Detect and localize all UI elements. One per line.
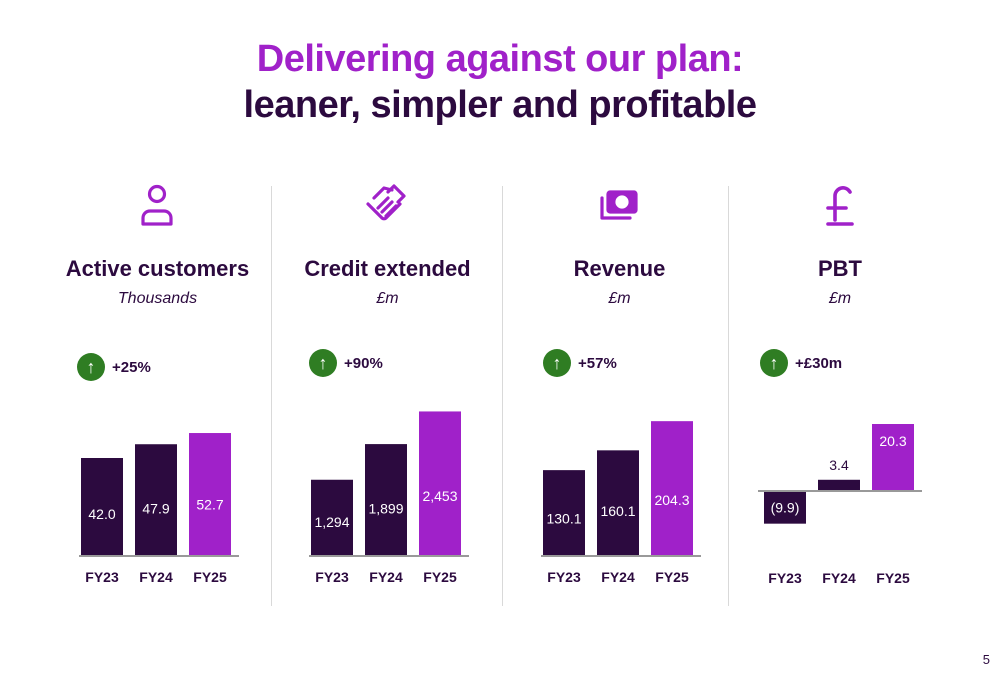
up-arrow-icon: ↑ bbox=[760, 349, 788, 377]
bar-chart: 1,294 FY23 1,899 FY24 2,453 FY25 bbox=[309, 411, 469, 585]
bar-fy24 bbox=[818, 479, 860, 491]
bar-fy25 bbox=[419, 411, 461, 556]
panel-revenue: Revenue £m ↑ +57% 130.1 FY23 160.1 FY24 204.… bbox=[517, 180, 722, 600]
category-label: FY25 bbox=[193, 569, 227, 585]
category-label: FY24 bbox=[369, 569, 403, 585]
data-label: 1,899 bbox=[368, 500, 403, 516]
divider bbox=[271, 186, 272, 606]
category-label: FY25 bbox=[876, 570, 910, 586]
bar-fy23 bbox=[764, 491, 806, 524]
growth-value: +57% bbox=[578, 354, 617, 372]
category-label: FY23 bbox=[85, 569, 119, 585]
up-arrow-icon: ↑ bbox=[77, 353, 105, 381]
data-label: 42.0 bbox=[88, 506, 115, 522]
money-icon bbox=[596, 180, 640, 230]
panel-title: Credit extended bbox=[304, 256, 471, 281]
data-label: 52.7 bbox=[196, 496, 223, 512]
category-label: FY23 bbox=[315, 569, 349, 585]
category-label: FY24 bbox=[601, 569, 635, 585]
bar-fy24 bbox=[365, 444, 407, 556]
bar-chart: (9.9) FY23 3.4 FY24 20.3 FY25 bbox=[758, 424, 922, 586]
panel-credit-extended: Credit extended £m ↑ +90% 1,294 FY23 1,899… bbox=[285, 180, 490, 600]
up-arrow-icon: ↑ bbox=[309, 349, 337, 377]
data-label: 160.1 bbox=[600, 503, 635, 519]
bar-fy24 bbox=[135, 444, 177, 556]
panel-active-customers: Active customers Thousands ↑ +25% 42.0 FY… bbox=[55, 180, 260, 600]
growth-value: +25% bbox=[112, 358, 151, 376]
page-number: 5 bbox=[982, 652, 990, 667]
panel-title: Revenue bbox=[573, 256, 666, 281]
bar-chart: 42.0 FY23 47.9 FY24 52.7 FY25 bbox=[79, 433, 239, 585]
handshake-icon bbox=[364, 180, 408, 230]
category-label: FY25 bbox=[423, 569, 457, 585]
pound-icon bbox=[818, 180, 862, 230]
growth-value: +£30m bbox=[795, 354, 843, 372]
category-label: FY23 bbox=[768, 570, 802, 586]
panel-subtitle: £m bbox=[376, 290, 399, 307]
growth-badge: ↑ +90% bbox=[309, 349, 383, 377]
bar-fy25 bbox=[872, 424, 914, 491]
category-label: FY25 bbox=[655, 569, 689, 585]
panel-title: PBT bbox=[818, 256, 862, 281]
bar-fy24 bbox=[597, 450, 639, 556]
page-title-line1: Delivering against our plan: bbox=[256, 38, 744, 80]
data-label: 47.9 bbox=[142, 501, 169, 517]
category-label: FY24 bbox=[139, 569, 173, 585]
bar-fy23 bbox=[543, 470, 585, 556]
bar-fy25 bbox=[651, 421, 693, 556]
bar-fy23 bbox=[81, 458, 123, 556]
divider bbox=[728, 186, 729, 606]
data-label: 130.1 bbox=[546, 510, 581, 526]
data-label: 204.3 bbox=[654, 492, 689, 508]
data-label: 20.3 bbox=[879, 433, 906, 449]
panel-subtitle: Thousands bbox=[117, 290, 198, 307]
growth-badge: ↑ +57% bbox=[543, 349, 617, 377]
panel-subtitle: £m bbox=[608, 290, 631, 307]
category-label: FY23 bbox=[547, 569, 581, 585]
data-label: 1,294 bbox=[314, 514, 349, 530]
panel-subtitle: £m bbox=[828, 290, 852, 307]
page-title-line2: leaner, simpler and profitable bbox=[243, 84, 757, 126]
growth-value: +90% bbox=[344, 354, 383, 372]
growth-badge: ↑ +£30m bbox=[760, 349, 842, 377]
data-label: 2,453 bbox=[422, 488, 457, 504]
growth-badge: ↑ +25% bbox=[77, 353, 151, 381]
data-label: (9.9) bbox=[771, 499, 800, 515]
panel-title: Active customers bbox=[65, 256, 250, 281]
panel-pbt: PBT £m ↑ +£30m (9.9) FY23 3.4 FY24 20.3 FY25 bbox=[740, 180, 940, 600]
up-arrow-icon: ↑ bbox=[543, 349, 571, 377]
bar-chart: 130.1 FY23 160.1 FY24 204.3 FY25 bbox=[541, 421, 701, 585]
bar-fy25 bbox=[189, 433, 231, 556]
divider bbox=[502, 186, 503, 606]
category-label: FY24 bbox=[822, 570, 856, 586]
person-icon bbox=[135, 180, 179, 230]
data-label: 3.4 bbox=[829, 457, 849, 473]
bar-fy23 bbox=[311, 479, 353, 556]
